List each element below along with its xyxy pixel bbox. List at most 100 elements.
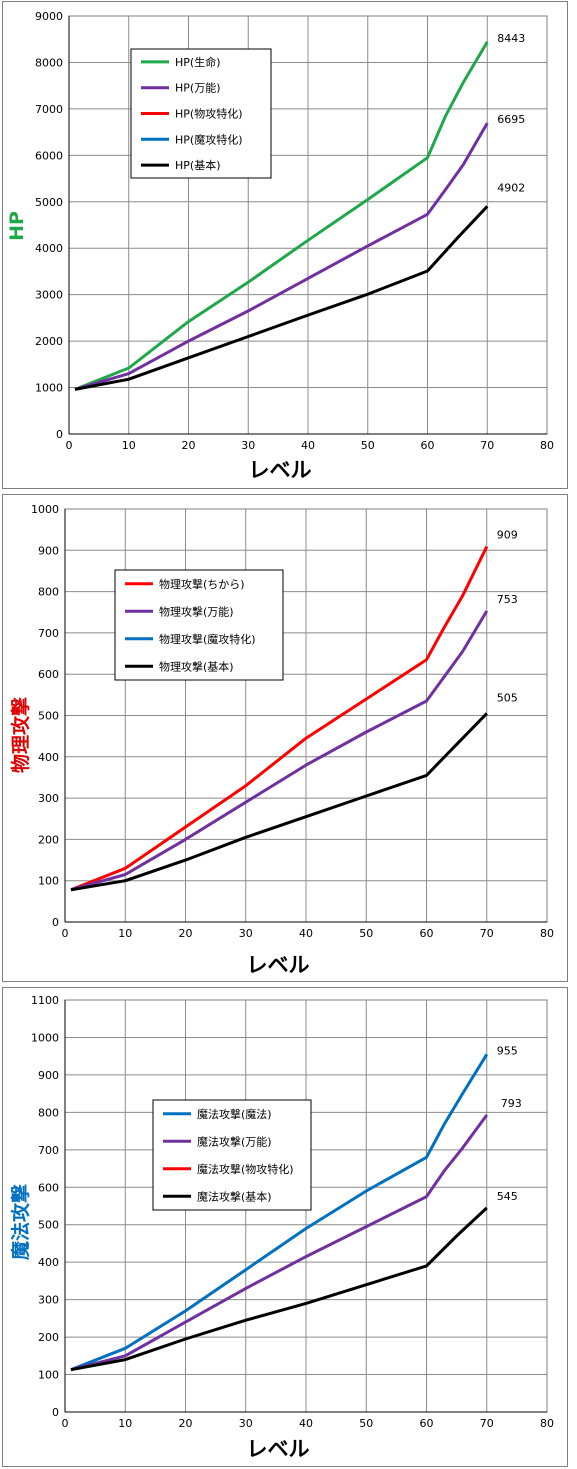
x-tick-label: 70 [480, 1417, 494, 1430]
x-tick-label: 10 [122, 439, 136, 452]
x-tick-label: 20 [182, 439, 196, 452]
legend-box [114, 569, 284, 681]
y-tick-label: 6000 [35, 149, 63, 162]
x-axis-title: レベル [247, 1437, 310, 1461]
y-tick-label: 8000 [35, 56, 63, 69]
series-line [74, 205, 489, 391]
x-axis-title: レベル [247, 953, 310, 977]
y-tick-label: 700 [38, 627, 59, 640]
x-tick-label: 60 [420, 927, 434, 940]
x-tick-label: 30 [241, 439, 255, 452]
physical-attack-chart: 0 10 20 30 40 50 60 70 8001002003004005006007008… [9, 503, 554, 977]
y-tick-label: 4000 [35, 242, 63, 255]
y-tick-label: 900 [38, 1069, 59, 1082]
end-value-label: 753 [497, 593, 518, 606]
y-tick-label: 500 [38, 710, 59, 723]
series-line [70, 545, 489, 892]
x-tick-label: 60 [421, 439, 435, 452]
physical-attack-chart-panel: 0 10 20 30 40 50 60 70 80 0 100 200 300 400 500 600 700 8… [2, 494, 568, 982]
x-tick-label: 40 [299, 927, 313, 940]
y-tick-label: 400 [38, 1256, 59, 1269]
x-tick-label: 30 [239, 1417, 253, 1430]
y-tick-label: 300 [38, 1294, 59, 1307]
x-tick-label: 10 [118, 927, 132, 940]
x-tick-label: 0 [66, 439, 73, 452]
y-tick-label: 1000 [31, 1031, 59, 1044]
x-tick-label: 80 [540, 439, 554, 452]
legend-label: 魔法攻撃(万能) [197, 1134, 272, 1148]
y-tick-label: 1000 [31, 503, 59, 516]
end-value-label: 6695 [497, 113, 525, 126]
legend-label: 魔法攻撃(魔法) [197, 1107, 272, 1121]
series-line [74, 122, 489, 391]
x-tick-label: 10 [118, 1417, 132, 1430]
series-line [70, 1206, 488, 1372]
y-tick-label: 300 [38, 792, 59, 805]
legend-label: HP(物攻特化) [175, 107, 243, 121]
x-tick-label: 40 [299, 1417, 313, 1430]
end-value-label: 505 [497, 691, 518, 704]
y-tick-label: 2000 [35, 335, 63, 348]
x-tick-label: 40 [301, 439, 315, 452]
x-tick-label: 50 [359, 927, 373, 940]
x-tick-label: 30 [239, 927, 253, 940]
series-line [74, 41, 489, 391]
x-tick-label: 50 [359, 1417, 373, 1430]
y-tick-label: 200 [38, 833, 59, 846]
y-tick-label: 500 [38, 1219, 59, 1232]
y-tick-label: 1000 [35, 382, 63, 395]
x-tick-label: 50 [361, 439, 375, 452]
x-tick-label: 80 [540, 927, 554, 940]
end-value-label: 793 [501, 1097, 522, 1110]
end-value-label: 8443 [497, 32, 525, 45]
y-axis-title: 魔法攻撃 [9, 1184, 32, 1260]
y-tick-label: 5000 [35, 196, 63, 209]
legend-box [152, 1099, 312, 1211]
x-tick-label: 20 [179, 927, 193, 940]
legend-label: HP(生命) [175, 55, 221, 69]
y-tick-label: 200 [38, 1331, 59, 1344]
y-tick-label: 100 [38, 875, 59, 888]
legend-label: HP(魔攻特化) [175, 132, 243, 146]
end-value-label: 909 [497, 529, 518, 542]
legend-label: 魔法攻撃(基本) [197, 1189, 272, 1203]
x-tick-label: 80 [540, 1417, 554, 1430]
y-tick-label: 7000 [35, 103, 63, 116]
y-tick-label: 9000 [35, 10, 63, 23]
y-axis-title: 物理攻撃 [9, 697, 32, 773]
series-line [70, 1053, 489, 1372]
series-line [70, 610, 489, 892]
y-axis-title: HP [6, 211, 28, 241]
legend-label: 物理攻撃(ちから) [159, 577, 245, 591]
legend-label: 魔法攻撃(物攻特化) [197, 1162, 294, 1176]
y-tick-label: 700 [38, 1144, 59, 1157]
x-tick-label: 70 [480, 439, 494, 452]
magic-attack-chart-panel: 0 10 20 30 40 50 60 70 80 0 100 200 300 400 500 600 700 8… [2, 987, 568, 1467]
series-line [70, 712, 488, 892]
y-tick-label: 0 [52, 1406, 59, 1419]
y-tick-label: 1100 [31, 994, 59, 1007]
y-tick-label: 800 [38, 1106, 59, 1119]
y-tick-label: 800 [38, 586, 59, 599]
y-tick-label: 0 [56, 428, 63, 441]
legend-label: 物理攻撃(魔攻特化) [159, 632, 256, 646]
y-tick-label: 600 [38, 668, 59, 681]
y-tick-label: 100 [38, 1369, 59, 1382]
end-value-label: 955 [497, 1044, 518, 1057]
end-value-label: 4902 [497, 181, 525, 194]
y-tick-label: 400 [38, 751, 59, 764]
end-value-label: 545 [497, 1190, 518, 1203]
legend-label: 物理攻撃(基本) [159, 659, 234, 673]
y-tick-label: 3000 [35, 289, 63, 302]
x-tick-label: 20 [179, 1417, 193, 1430]
y-tick-label: 0 [52, 916, 59, 929]
x-tick-label: 0 [62, 927, 69, 940]
y-tick-label: 600 [38, 1181, 59, 1194]
magic-attack-chart: 0 10 20 30 40 50 60 70 800 100 200 300 400 500 600 700 8… [9, 994, 554, 1461]
series-line [70, 1114, 489, 1372]
x-tick-label: 60 [420, 1417, 434, 1430]
legend-label: HP(基本) [175, 158, 221, 172]
y-tick-label: 900 [38, 544, 59, 557]
legend-label: HP(万能) [175, 81, 221, 95]
hp-chart-panel: 0 10 20 30 40 50 60 70 80 0 1000 2000 3000 4000 5000 60… [2, 1, 568, 489]
